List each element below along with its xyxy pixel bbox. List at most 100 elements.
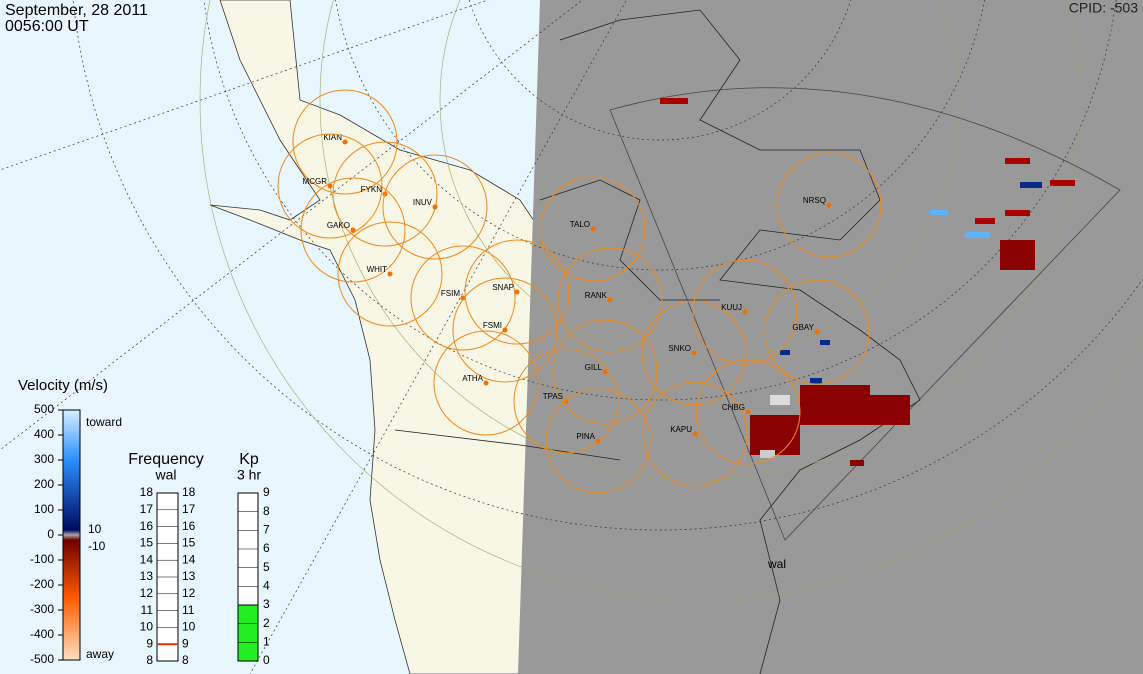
radar-coverage (513, 348, 619, 454)
station-dot (460, 295, 466, 301)
station-dot (692, 431, 698, 437)
station-dot (483, 380, 489, 386)
tick-label: 300 (34, 452, 54, 466)
station-label: RANK (585, 291, 608, 300)
tick-label: -500 (30, 652, 54, 666)
station-dot (691, 350, 697, 356)
tick-label: 11 (141, 603, 154, 617)
station-label: MCGR (303, 177, 328, 186)
night-side (518, 0, 1143, 674)
station-dot (387, 271, 393, 277)
kp-subtitle: 3 hr (237, 467, 261, 483)
station-label: SNKO (668, 344, 691, 353)
radar-coverage (764, 279, 870, 385)
tick-label: 4 (263, 579, 270, 593)
station-label: KAPU (670, 425, 692, 434)
tick-label: 10 (140, 620, 154, 634)
tick-label: 11 (182, 603, 195, 617)
scatter-cells (660, 98, 1075, 466)
tick-label: 14 (182, 552, 196, 566)
tick-label: 16 (140, 519, 154, 533)
station-dot (563, 398, 569, 404)
tick-label: 1 (263, 635, 270, 649)
tick-label: -200 (30, 577, 54, 591)
velocity-title: Velocity (m/s) (18, 377, 108, 394)
radar-coverage (452, 277, 558, 383)
station-dot (432, 204, 438, 210)
radar-coverage (382, 154, 488, 260)
gs-label: 10 (88, 522, 102, 536)
station-dot (826, 202, 832, 208)
tick-label: 0 (263, 653, 270, 667)
radar-fov (609, 87, 1121, 541)
radar-coverage (277, 133, 383, 239)
tick-label: 14 (140, 552, 154, 566)
tick-label: -300 (30, 602, 54, 616)
radar-coverage (410, 245, 516, 351)
time: 0056:00 UT (5, 18, 89, 35)
station-dot (814, 329, 820, 335)
tick-label: 100 (34, 502, 54, 516)
frequency-title: Frequency (128, 451, 204, 468)
mag-latitude (199, 0, 1143, 601)
station-label: CHBG (722, 403, 745, 412)
tick-label: 15 (140, 536, 154, 550)
velocity-colorbar (62, 409, 81, 661)
station-label: GILL (585, 363, 603, 372)
tick-label: 500 (34, 402, 54, 416)
tick-label: 7 (263, 523, 270, 537)
tick-label: -400 (30, 627, 54, 641)
station-label: GBAY (792, 323, 814, 332)
radar-label: wal (767, 557, 786, 571)
radar-coverage (776, 152, 882, 258)
radar-coverage (642, 381, 748, 487)
radar-coverage (695, 359, 801, 465)
radar-coverage (433, 330, 539, 436)
tick-label: 15 (182, 536, 196, 550)
tick-label: 0 (47, 527, 54, 541)
tick-label: 13 (182, 569, 196, 583)
radar-coverage (692, 259, 798, 365)
station-dot (350, 227, 356, 233)
station-dot (502, 327, 508, 333)
tick-label: 9 (263, 485, 270, 499)
date: September, 28 2011 (5, 2, 148, 19)
radar-coverage (337, 221, 443, 327)
radar-coverage (292, 89, 398, 195)
tick-label: 3 (263, 597, 270, 611)
radar-coverage (557, 247, 663, 353)
tick-label: 18 (182, 485, 196, 499)
station-label: ATHA (462, 374, 483, 383)
station-dot (745, 409, 751, 415)
station-dot (742, 309, 748, 315)
station-label: GAKO (327, 221, 350, 230)
cpid: CPID: -503 (1069, 0, 1138, 16)
station-label: INUV (413, 198, 433, 207)
tick-label: 12 (182, 586, 196, 600)
tick-label: 400 (34, 427, 54, 441)
tick-label: 6 (263, 541, 270, 555)
tick-label: 2 (263, 616, 270, 630)
station-dot (595, 438, 601, 444)
tick-label: 9 (146, 636, 153, 650)
station-label: FSIM (441, 289, 460, 298)
station-label: NRSQ (803, 196, 826, 205)
away-label: away (86, 647, 114, 661)
frequency-subtitle: wal (154, 467, 176, 483)
station-label: WHIT (367, 265, 388, 274)
radar-coverage (545, 388, 651, 494)
station-dot (327, 183, 333, 189)
station-label: TPAS (543, 392, 563, 401)
border (394, 429, 621, 461)
tick-label: 17 (182, 502, 196, 516)
station-label: KUUJ (721, 303, 742, 312)
radar-coverage (464, 239, 570, 345)
station-dot (602, 369, 608, 375)
radar-coverage (300, 177, 406, 283)
tick-label: 200 (34, 477, 54, 491)
station-label: PINA (576, 432, 595, 441)
tick-label: 17 (140, 502, 154, 516)
toward-label: toward (86, 415, 122, 429)
tick-label: 10 (182, 620, 196, 634)
